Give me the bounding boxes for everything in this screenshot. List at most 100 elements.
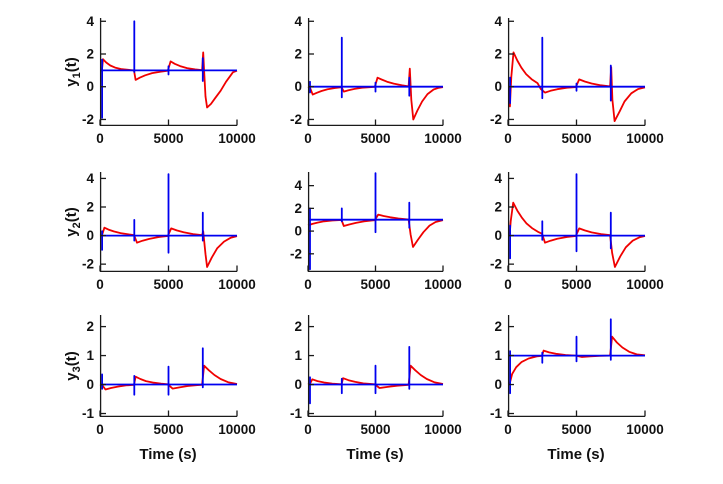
y-tick-label: 0 [494, 377, 502, 392]
y-tick-label: -2 [290, 246, 302, 261]
ylabel-sub: 2 [71, 222, 83, 229]
ylabel-sub: 1 [71, 72, 83, 79]
ylabel-base: y [63, 228, 80, 237]
y-tick-label: 2 [294, 319, 302, 334]
y-tick-label: 2 [294, 47, 302, 62]
y-axis-label-row1: y1(t) [61, 22, 83, 122]
x-tick-label: 10000 [626, 131, 664, 146]
red-response-line [99, 226, 238, 268]
x-tick-label: 10000 [218, 422, 256, 437]
y-tick-label: 1 [86, 348, 94, 363]
y-tick-label: 4 [494, 14, 502, 29]
y-tick-label: 4 [86, 171, 94, 186]
ylabel-base: y [63, 78, 80, 87]
x-tick-label: 10000 [424, 131, 462, 146]
y-tick-label: 2 [494, 47, 502, 62]
y-tick-label: -2 [490, 257, 502, 272]
y-tick-label: 0 [86, 377, 94, 392]
y-tick-label: 0 [294, 377, 302, 392]
y-tick-label: 0 [86, 228, 94, 243]
x-tick-label: 0 [96, 422, 104, 437]
ylabel-sub: 3 [71, 366, 83, 373]
blue-response-line [100, 20, 237, 119]
y-tick-label: 4 [86, 14, 94, 29]
red-response-line [100, 51, 238, 109]
x-tick-label: 0 [304, 277, 312, 292]
red-response-line [307, 213, 444, 248]
y-axis-label-row3: y3(t) [61, 316, 83, 416]
y-tick-label: 0 [494, 79, 502, 94]
y-tick-label: -1 [82, 406, 94, 421]
y-tick-label: 0 [294, 224, 302, 239]
x-tick-label: 0 [96, 277, 104, 292]
x-tick-label: 5000 [561, 422, 591, 437]
x-tick-label: 5000 [153, 277, 183, 292]
y-tick-label: 2 [494, 200, 502, 215]
x-tick-label: 5000 [561, 131, 591, 146]
y-tick-label: -2 [290, 112, 302, 127]
y-tick-label: 1 [294, 348, 302, 363]
x-tick-label: 0 [304, 131, 312, 146]
ylabel-rest: (t) [63, 351, 80, 367]
blue-response-line [508, 36, 645, 104]
ylabel-base: y [63, 372, 80, 381]
x-tick-label: 5000 [153, 422, 183, 437]
y-tick-label: 1 [494, 348, 502, 363]
blue-response-line [508, 318, 645, 395]
blue-response-line [508, 173, 645, 260]
y-tick-label: 2 [86, 200, 94, 215]
y-tick-label: -2 [82, 257, 94, 272]
x-tick-label: 5000 [360, 131, 390, 146]
x-tick-label: 5000 [360, 277, 390, 292]
y-tick-label: -2 [82, 112, 94, 127]
y-tick-label: 0 [294, 79, 302, 94]
x-tick-label: 0 [96, 131, 104, 146]
y-tick-label: -1 [290, 406, 302, 421]
x-tick-label: 5000 [360, 422, 390, 437]
x-tick-label: 5000 [153, 131, 183, 146]
y-tick-label: 0 [86, 79, 94, 94]
subplot-y2-col2: -2 0 2 4 0 5000 10000 [290, 172, 462, 292]
x-tick-label: 0 [304, 422, 312, 437]
y-tick-label: 4 [294, 14, 302, 29]
y-tick-label: 4 [294, 178, 302, 193]
y-tick-label: -2 [490, 112, 502, 127]
x-tick-label: 10000 [218, 277, 256, 292]
y-axis-label-row2: y2(t) [61, 172, 83, 272]
red-response-line [307, 67, 444, 121]
blue-response-line [308, 172, 443, 271]
x-tick-label: 10000 [218, 131, 256, 146]
axis-spines [99, 315, 237, 418]
y-tick-label: 0 [494, 228, 502, 243]
blue-response-line [308, 36, 443, 99]
x-axis-label-col1: Time (s) [139, 446, 197, 463]
axis-spines [507, 315, 645, 418]
blue-response-line [100, 347, 237, 396]
x-tick-label: 10000 [626, 277, 664, 292]
x-tick-label: 5000 [561, 277, 591, 292]
x-axis-label-col3: Time (s) [547, 446, 605, 463]
x-tick-label: 0 [504, 131, 512, 146]
y-tick-label: 4 [494, 171, 502, 186]
y-tick-label: 2 [494, 319, 502, 334]
x-tick-label: 10000 [424, 422, 462, 437]
ylabel-rest: (t) [63, 57, 80, 73]
y-tick-label: 2 [86, 47, 94, 62]
y-tick-label: 2 [294, 201, 302, 216]
blue-response-line [100, 173, 237, 254]
x-tick-label: 10000 [424, 277, 462, 292]
x-axis-label-col2: Time (s) [346, 446, 404, 463]
x-tick-label: 0 [504, 422, 512, 437]
x-tick-label: 0 [504, 277, 512, 292]
axis-spines [307, 18, 443, 127]
y-tick-label: -1 [490, 406, 502, 421]
